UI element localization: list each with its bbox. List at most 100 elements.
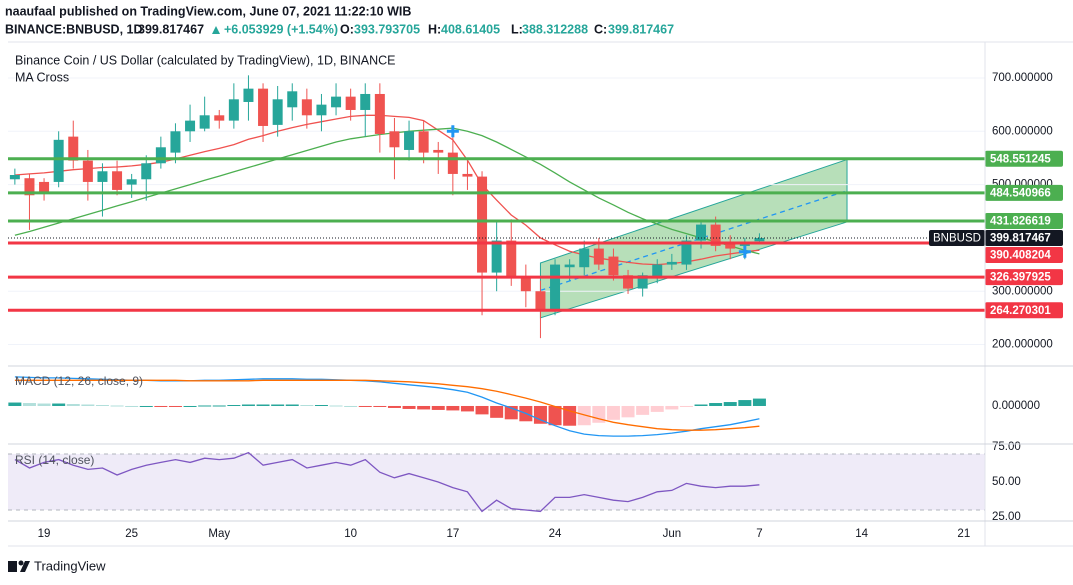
histogram-bar [110, 405, 124, 407]
x-tick-label: 7 [756, 528, 762, 540]
price-label-box [985, 184, 1063, 201]
histogram-bar [66, 404, 80, 406]
histogram-bar [139, 405, 153, 407]
candle-body [506, 240, 517, 278]
candle-body [82, 160, 93, 182]
histogram-bar [387, 405, 401, 408]
up-arrow-icon [212, 26, 220, 34]
histogram-bar [373, 405, 387, 407]
candle-body [520, 277, 531, 292]
price-label: 264.270301 [990, 305, 1051, 317]
candle-body [550, 264, 561, 310]
candle-body [418, 131, 429, 153]
candle-body [477, 176, 488, 273]
histogram-bar [198, 405, 212, 407]
x-tick-label: 21 [957, 528, 970, 540]
histogram-bar [22, 403, 36, 406]
candle-body [112, 171, 123, 190]
ohlc-label: C: [594, 22, 607, 36]
candle-body [9, 175, 20, 180]
histogram-bar [256, 404, 270, 406]
indicator-line [14, 127, 760, 255]
ohlc-label: L: [511, 22, 523, 36]
candle-body [199, 115, 210, 129]
candle-body [360, 93, 371, 110]
y-tick-label: 700.000000 [992, 72, 1053, 84]
candle-body [126, 179, 137, 185]
candle-body [141, 163, 152, 180]
candle-body [535, 291, 546, 310]
price-label-box [985, 230, 1063, 247]
y-tick-label: 600.000000 [992, 125, 1053, 137]
histogram-bar [81, 404, 95, 406]
histogram-bar [241, 404, 255, 406]
histogram-bar [183, 405, 197, 407]
candle-body [301, 99, 312, 116]
price-label-box [985, 302, 1063, 319]
candle-body [433, 149, 444, 153]
candle-body [491, 240, 502, 273]
y-tick-label: 75.00 [992, 441, 1021, 453]
candle-body [681, 240, 692, 265]
candle-body [331, 96, 342, 108]
histogram-bar [212, 405, 226, 407]
x-tick-label: 25 [125, 528, 138, 540]
histogram-bar [300, 405, 314, 406]
histogram-bar [8, 402, 22, 406]
price-label-box [985, 212, 1063, 229]
chart-subtitle: MA Cross [15, 70, 69, 84]
candle-body [754, 238, 765, 242]
price-label-box [985, 269, 1063, 286]
histogram-bar [490, 405, 504, 418]
histogram-bar [271, 404, 285, 406]
x-tick-label: 24 [549, 528, 562, 540]
marks [8, 75, 766, 513]
candle-body [710, 224, 721, 246]
macd-title: MACD (12, 26, close, 9) [15, 374, 143, 388]
candle-body [652, 264, 663, 278]
histogram-bar [285, 404, 299, 406]
price-label: 431.826619 [990, 215, 1051, 227]
price-label: 484.540966 [990, 187, 1051, 199]
histogram-bar [95, 405, 109, 406]
close-value: 399.817467 [608, 22, 674, 36]
histogram-bar [636, 405, 650, 415]
candle-body [243, 88, 254, 102]
high-value: 408.61405 [441, 22, 500, 36]
histogram-bar [168, 405, 182, 407]
histogram-bar [329, 405, 343, 407]
price-label: 399.817467 [990, 233, 1051, 245]
candle-body [68, 136, 79, 161]
histogram-bar [709, 403, 723, 406]
histogram-bar [431, 405, 445, 410]
y-tick-label: 300.000000 [992, 285, 1053, 297]
price-label: 548.551245 [990, 153, 1051, 165]
histogram-bar [446, 405, 460, 411]
histogram-bar [723, 402, 737, 406]
chart-title: Binance Coin / US Dollar (calculated by … [15, 53, 396, 67]
y-tick-label: 200.000000 [992, 339, 1053, 351]
histogram-bar [694, 404, 708, 406]
candle-body [637, 275, 648, 289]
histogram-bar [577, 405, 591, 426]
histogram-bar [227, 405, 241, 406]
candle-body [623, 275, 634, 289]
histogram-bar [548, 405, 562, 426]
last-price: 399.817467 [138, 22, 204, 36]
candle-body [185, 120, 196, 132]
histogram-bar [650, 405, 664, 412]
histogram-bar [621, 405, 635, 418]
ma-cross-signal [446, 125, 459, 138]
histogram-bar [460, 405, 474, 412]
rsi-title: RSI (14, close) [15, 453, 94, 467]
candle-body [404, 131, 415, 150]
candle-body [447, 152, 458, 174]
candle-body [155, 147, 166, 164]
y-tick-label: 0.000000 [992, 400, 1040, 412]
candle-body [53, 139, 64, 182]
price-label: 390.408204 [990, 250, 1051, 262]
histogram-bar [358, 405, 372, 407]
candle-body [564, 264, 575, 268]
candle-body [258, 88, 269, 126]
candle-body [389, 131, 400, 148]
